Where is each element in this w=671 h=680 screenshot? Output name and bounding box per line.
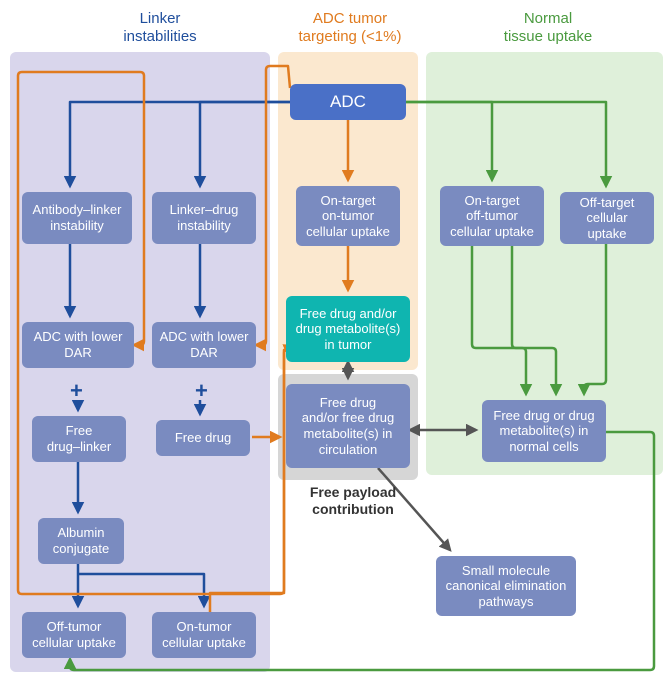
plus-icon: +	[70, 378, 83, 404]
node-freeNormal: Free drug or drugmetabolite(s) innormal …	[482, 400, 606, 462]
heading-linker: Linkerinstabilities	[100, 10, 220, 46]
heading-tumor: ADC tumortargeting (<1%)	[280, 10, 420, 46]
node-freeDrugLinker: Freedrug–linker	[32, 416, 126, 462]
plus-icon: +	[195, 378, 208, 404]
edge	[256, 66, 290, 345]
node-lowerDAR1: ADC with lowerDAR	[22, 322, 134, 368]
node-lowerDAR2: ADC with lowerDAR	[152, 322, 256, 368]
node-freeDrug: Free drug	[156, 420, 250, 456]
node-onTumorUptake2: On-tumorcellular uptake	[152, 612, 256, 658]
node-albumin: Albuminconjugate	[38, 518, 124, 564]
node-abLinker: Antibody–linkerinstability	[22, 192, 132, 244]
node-onTumorUptake: On-targeton-tumorcellular uptake	[296, 186, 400, 246]
node-smallMol: Small moleculecanonical eliminationpathw…	[436, 556, 576, 616]
edge	[584, 244, 606, 394]
edge	[406, 102, 492, 180]
node-adc: ADC	[290, 84, 406, 120]
node-freeCirc: Free drugand/or free drugmetabolite(s) i…	[286, 384, 410, 468]
node-freeDrugTumor: Free drug and/ordrug metabolite(s)in tum…	[286, 296, 410, 362]
edge	[472, 246, 526, 394]
edge	[406, 102, 606, 186]
edge	[78, 574, 204, 606]
node-onOffTumor: On-targetoff-tumorcellular uptake	[440, 186, 544, 246]
node-linkerDrug: Linker–druginstability	[152, 192, 256, 244]
heading-normal: Normaltissue uptake	[478, 10, 618, 46]
edge	[200, 102, 290, 186]
node-offTarget: Off-targetcellular uptake	[560, 192, 654, 244]
edge	[70, 102, 290, 186]
edge	[512, 246, 556, 394]
node-offTumorUptake: Off-tumorcellular uptake	[22, 612, 126, 658]
edge	[210, 346, 298, 612]
label-payload: Free payloadcontribution	[288, 484, 418, 518]
